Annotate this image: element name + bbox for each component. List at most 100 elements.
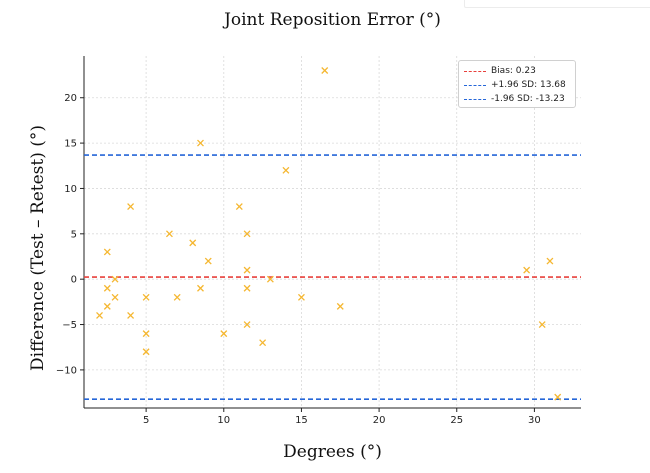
data-point bbox=[220, 330, 228, 338]
y-tick-label: 20 bbox=[64, 93, 77, 104]
x-tick-label: 20 bbox=[373, 415, 386, 426]
data-point-stroke bbox=[173, 293, 181, 301]
y-tick-label: 0 bbox=[71, 275, 77, 286]
y-tick-label: 10 bbox=[64, 184, 77, 195]
y-tick-label: 15 bbox=[64, 139, 77, 150]
y-tick-label: 5 bbox=[71, 229, 77, 240]
x-tick-label: 10 bbox=[217, 415, 230, 426]
data-point-stroke bbox=[142, 348, 150, 356]
legend-swatch-upper-loa bbox=[464, 84, 486, 86]
data-point bbox=[189, 239, 197, 247]
data-point bbox=[127, 203, 135, 211]
legend-swatch-bias bbox=[464, 70, 486, 72]
data-point bbox=[546, 257, 554, 265]
data-point-stroke bbox=[297, 293, 305, 301]
data-point bbox=[197, 139, 204, 147]
data-point bbox=[297, 293, 305, 301]
data-point bbox=[538, 321, 546, 328]
tick-labels: 5 10 15 20 25 30 −10 −5 0 5 10 15 20 bbox=[56, 93, 541, 426]
data-point-stroke bbox=[243, 230, 251, 238]
legend-label-lower-loa: -1.96 SD: -13.23 bbox=[491, 94, 565, 104]
data-point bbox=[266, 275, 274, 283]
chart-title: Joint Reposition Error (°) bbox=[224, 10, 441, 30]
data-point-stroke bbox=[165, 230, 173, 238]
legend-swatch-lower-loa bbox=[464, 98, 486, 100]
data-point-stroke bbox=[546, 257, 554, 265]
data-point-stroke bbox=[111, 275, 119, 283]
data-point bbox=[127, 312, 135, 319]
faint-box-outline bbox=[464, 0, 650, 8]
data-point-stroke bbox=[142, 293, 150, 301]
x-axis-label: Degrees (°) bbox=[283, 442, 382, 462]
data-point bbox=[111, 293, 119, 301]
data-point-stroke bbox=[243, 266, 251, 274]
data-point bbox=[243, 321, 251, 328]
data-point-stroke bbox=[336, 302, 344, 310]
data-point bbox=[259, 339, 267, 347]
data-point bbox=[103, 284, 111, 292]
data-point-stroke bbox=[204, 257, 212, 265]
data-point-stroke bbox=[103, 284, 111, 292]
y-axis-label: Difference (Test – Retest) (°) bbox=[28, 124, 48, 372]
data-point-stroke bbox=[142, 330, 150, 338]
data-point bbox=[96, 312, 103, 319]
data-point bbox=[197, 284, 204, 292]
legend-item-lower-loa: -1.96 SD: -13.23 bbox=[464, 92, 570, 106]
data-point-stroke bbox=[103, 248, 111, 256]
data-point bbox=[235, 203, 243, 211]
data-point-stroke bbox=[197, 284, 204, 292]
data-point bbox=[243, 284, 251, 292]
data-point bbox=[321, 67, 329, 74]
x-tick-label: 15 bbox=[295, 415, 308, 426]
data-point bbox=[111, 275, 119, 283]
data-point bbox=[173, 293, 181, 301]
reference-lines bbox=[84, 154, 581, 401]
grid-lines bbox=[84, 56, 581, 408]
data-point bbox=[142, 348, 150, 356]
data-point bbox=[523, 266, 531, 274]
data-point bbox=[142, 293, 150, 301]
data-point-stroke bbox=[220, 330, 228, 338]
data-point bbox=[204, 257, 212, 265]
data-point-stroke bbox=[111, 293, 119, 301]
y-tick-label: −5 bbox=[62, 320, 77, 331]
data-point bbox=[336, 302, 344, 310]
legend: Bias: 0.23 +1.96 SD: 13.68 -1.96 SD: -13… bbox=[458, 60, 576, 108]
data-point-stroke bbox=[127, 203, 135, 211]
data-point-stroke bbox=[266, 275, 274, 283]
data-point-stroke bbox=[235, 203, 243, 211]
x-tick-label: 5 bbox=[143, 415, 149, 426]
x-tick-label: 25 bbox=[450, 415, 463, 426]
data-point-stroke bbox=[538, 321, 546, 328]
data-point bbox=[142, 330, 150, 338]
data-point bbox=[243, 230, 251, 238]
data-point-stroke bbox=[243, 321, 251, 328]
data-point bbox=[282, 166, 290, 174]
axes bbox=[80, 56, 581, 412]
data-point bbox=[243, 266, 251, 274]
legend-item-bias: Bias: 0.23 bbox=[464, 64, 570, 78]
x-tick-label: 30 bbox=[528, 415, 541, 426]
legend-label-upper-loa: +1.96 SD: 13.68 bbox=[491, 80, 566, 90]
data-point-stroke bbox=[127, 312, 135, 319]
data-point-stroke bbox=[197, 139, 204, 147]
data-point-stroke bbox=[554, 393, 562, 401]
legend-label-bias: Bias: 0.23 bbox=[491, 66, 536, 76]
data-point bbox=[165, 230, 173, 238]
data-point bbox=[103, 302, 111, 310]
data-point-stroke bbox=[96, 312, 103, 319]
data-point-stroke bbox=[523, 266, 531, 274]
data-points bbox=[96, 67, 562, 401]
legend-item-upper-loa: +1.96 SD: 13.68 bbox=[464, 78, 570, 92]
y-tick-label: −10 bbox=[56, 365, 77, 376]
data-point-stroke bbox=[282, 166, 290, 174]
data-point-stroke bbox=[243, 284, 251, 292]
data-point-stroke bbox=[321, 67, 329, 74]
data-point-stroke bbox=[189, 239, 197, 247]
data-point-stroke bbox=[259, 339, 267, 347]
data-point bbox=[554, 393, 562, 401]
data-point bbox=[103, 248, 111, 256]
data-point-stroke bbox=[103, 302, 111, 310]
